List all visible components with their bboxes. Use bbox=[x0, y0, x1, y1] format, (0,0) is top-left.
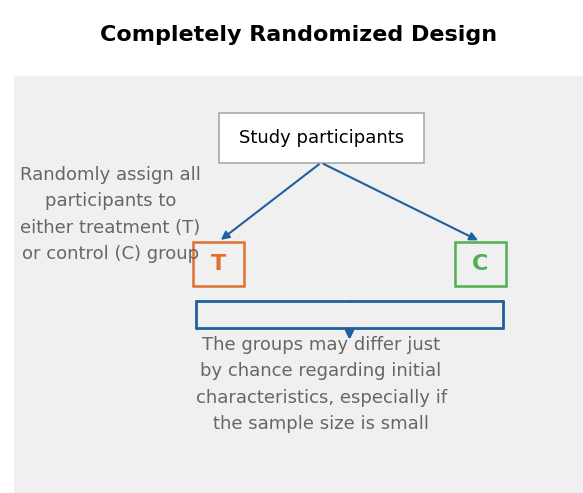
Text: C: C bbox=[472, 254, 489, 274]
Text: T: T bbox=[211, 254, 226, 274]
FancyBboxPatch shape bbox=[455, 242, 506, 286]
Text: The groups may differ just
by chance regarding initial
characteristics, especial: The groups may differ just by chance reg… bbox=[195, 336, 447, 433]
Text: Randomly assign all
participants to
either treatment (T)
or control (C) group: Randomly assign all participants to eith… bbox=[20, 166, 201, 263]
FancyBboxPatch shape bbox=[193, 242, 244, 286]
FancyBboxPatch shape bbox=[219, 113, 424, 163]
Text: Completely Randomized Design: Completely Randomized Design bbox=[100, 25, 497, 44]
FancyBboxPatch shape bbox=[13, 76, 583, 493]
Text: Study participants: Study participants bbox=[238, 129, 403, 147]
